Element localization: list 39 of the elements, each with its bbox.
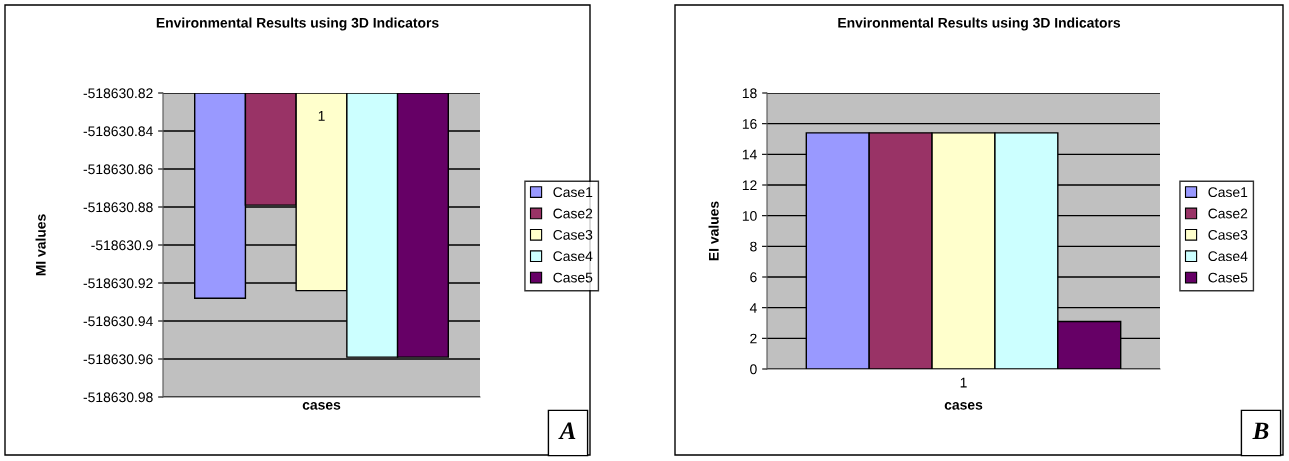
y-tick-label: 16 bbox=[742, 119, 757, 129]
y-tick-label: 6 bbox=[750, 272, 757, 283]
chart-title: Environmental Results using 3D Indicators bbox=[156, 17, 439, 31]
legend-label: Case2 bbox=[553, 208, 593, 219]
y-tick-label: 8 bbox=[750, 241, 757, 252]
legend-label: Case3 bbox=[1208, 229, 1248, 240]
x-axis-title: cases bbox=[944, 402, 983, 410]
legend-label: Case5 bbox=[1208, 272, 1248, 283]
x-tick-label: 1 bbox=[960, 377, 967, 388]
text: A bbox=[558, 422, 576, 440]
y-tick-label: 12 bbox=[742, 180, 757, 191]
y-tick-label: 4 bbox=[749, 303, 757, 313]
legend-label: Case2 bbox=[1208, 208, 1248, 219]
x-axis-title: cases bbox=[302, 402, 341, 410]
y-tick-label: 0 bbox=[750, 364, 757, 375]
y-tick-label: -518630.9 bbox=[91, 240, 153, 251]
text: B bbox=[1252, 422, 1269, 440]
y-tick-label: -518630.84 bbox=[83, 126, 153, 137]
y-axis-title: EI values bbox=[708, 201, 719, 261]
legend-label: Case1 bbox=[1208, 187, 1248, 198]
y-tick-label: -518630.82 bbox=[83, 88, 153, 99]
legend-label: Case3 bbox=[553, 229, 593, 240]
x-tick-label: 1 bbox=[318, 111, 325, 121]
y-tick-label: -518630.92 bbox=[83, 278, 153, 289]
y-tick-label: -518630.96 bbox=[83, 354, 153, 365]
y-axis-title: MI values bbox=[35, 214, 46, 276]
y-tick-label: -518630.98 bbox=[83, 392, 153, 403]
legend-label: Case5 bbox=[553, 272, 593, 283]
y-tick-label: 14 bbox=[742, 149, 757, 160]
y-tick-label: -518630.86 bbox=[83, 164, 153, 175]
y-tick-label: -518630.94 bbox=[83, 316, 153, 327]
y-tick-label: 2 bbox=[750, 333, 757, 344]
y-tick-label: -518630.88 bbox=[83, 202, 153, 213]
legend-label: Case4 bbox=[553, 251, 593, 262]
legend-label: Case1 bbox=[553, 187, 593, 198]
chart-title: Environmental Results using 3D Indicators bbox=[838, 17, 1121, 31]
y-tick-label: 10 bbox=[742, 211, 757, 221]
y-tick-label: 18 bbox=[742, 88, 757, 99]
legend-label: Case4 bbox=[1208, 251, 1248, 262]
